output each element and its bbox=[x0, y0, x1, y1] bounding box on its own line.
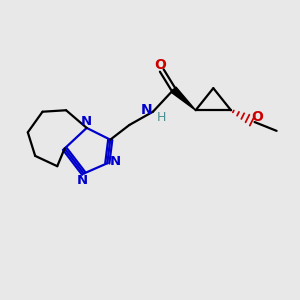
Polygon shape bbox=[171, 87, 196, 110]
Text: N: N bbox=[77, 174, 88, 188]
Text: N: N bbox=[141, 103, 152, 117]
Text: O: O bbox=[154, 58, 166, 72]
Text: N: N bbox=[110, 155, 121, 168]
Text: H: H bbox=[157, 110, 167, 124]
Text: N: N bbox=[80, 115, 92, 128]
Text: O: O bbox=[251, 110, 263, 124]
